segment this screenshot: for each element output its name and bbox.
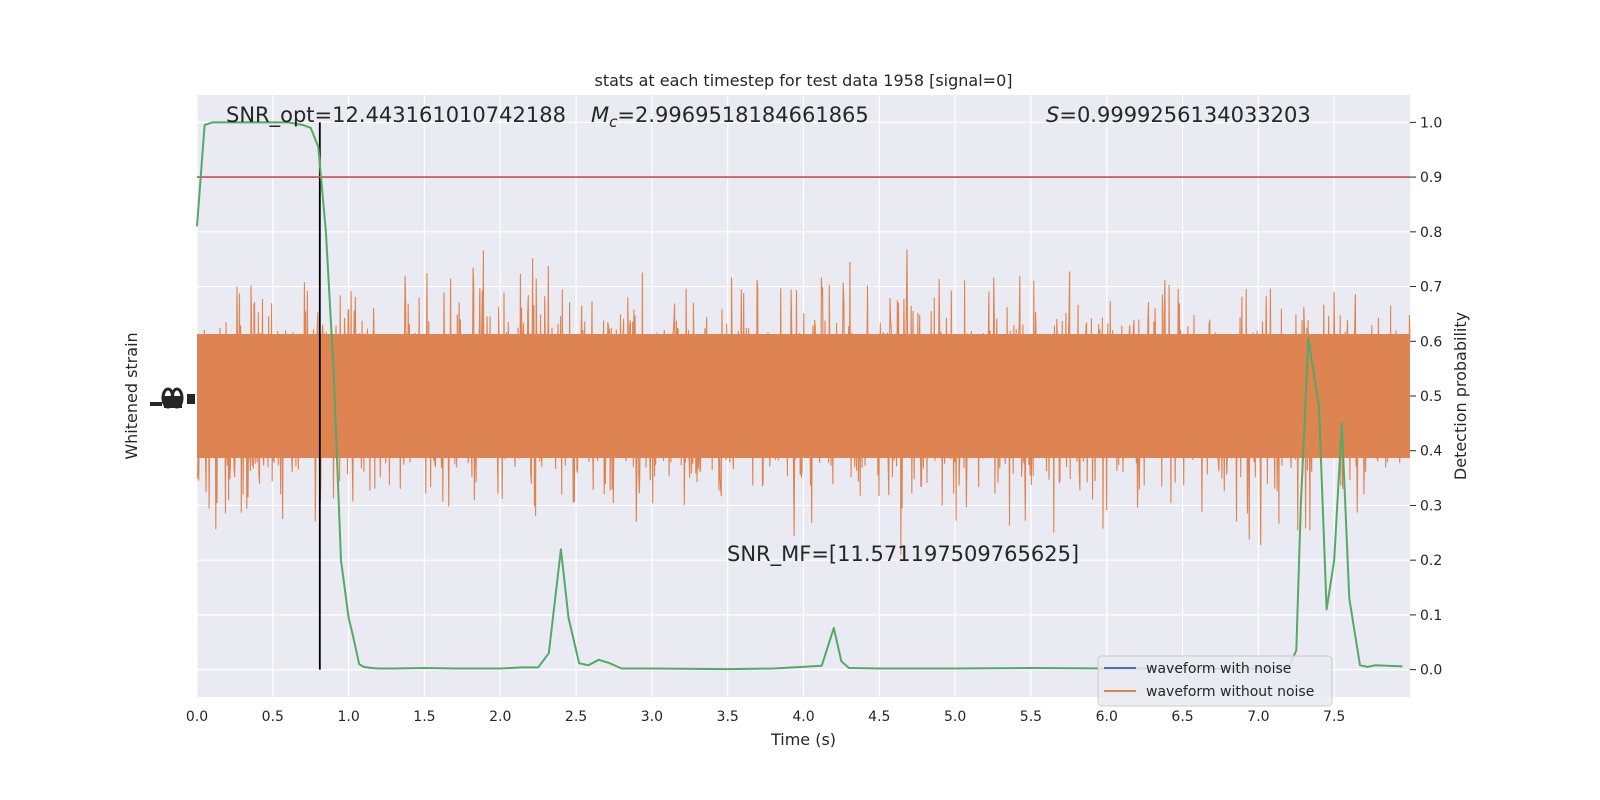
- left-tick-glyph: [164, 396, 182, 408]
- x-tick-label: 5.5: [1020, 709, 1042, 725]
- y-tick-label: 1.0: [1420, 115, 1442, 131]
- right-y-axis-ticks: 0.0 0.1 0.2 0.3 0.4 0.5 0.6 0.7 0.8 0.9 1.0: [1410, 115, 1442, 679]
- y-tick-label: 0.4: [1420, 444, 1442, 460]
- chirp-mass-value: =2.9969518184661865: [617, 103, 868, 127]
- x-tick-label: 0.0: [186, 709, 208, 725]
- y-tick-label: 0.1: [1420, 608, 1442, 624]
- x-tick-label: 7.5: [1323, 709, 1345, 725]
- y-tick-label: 0.8: [1420, 225, 1442, 241]
- x-tick-label: 2.5: [565, 709, 587, 725]
- s-symbol: S: [1046, 103, 1059, 127]
- s-annotation: S=0.9999256134033203: [1046, 103, 1311, 127]
- x-tick-label: 3.5: [717, 709, 739, 725]
- y-tick-label: 0.0: [1420, 663, 1442, 679]
- legend: waveform with noise waveform without noi…: [1097, 655, 1333, 707]
- x-tick-label: 1.5: [413, 709, 435, 725]
- y-tick-label: 0.7: [1420, 280, 1442, 296]
- x-tick-label: 7.0: [1247, 709, 1269, 725]
- right-y-axis-label: Detection probability: [1451, 312, 1470, 480]
- x-tick-label: 0.5: [262, 709, 284, 725]
- x-tick-label: 3.0: [641, 709, 663, 725]
- left-tick-mark: [187, 394, 195, 404]
- snr-opt-annotation: SNR_opt=12.443161010742188: [226, 103, 566, 128]
- legend-box: [1097, 655, 1333, 707]
- x-tick-label: 4.0: [792, 709, 814, 725]
- y-tick-label: 0.5: [1420, 389, 1442, 405]
- whitened-strain-trace: [196, 249, 1411, 555]
- legend-label-without-noise: waveform without noise: [1146, 684, 1314, 700]
- strain-dense-band: [197, 334, 1410, 458]
- y-tick-label: 0.6: [1420, 334, 1442, 350]
- chirp-mass-annotation: Mc=2.9969518184661865: [591, 103, 869, 131]
- chart-title: stats at each timestep for test data 195…: [594, 71, 1012, 90]
- left-y-axis-overlapping-ticks: [150, 387, 195, 409]
- x-axis-ticks: 0.0 0.5 1.0 1.5 2.0 2.5 3.0 3.5 4.0 4.5 5.0 5.5 6.0 6…: [186, 709, 1345, 725]
- x-axis-label: Time (s): [770, 730, 836, 749]
- y-tick-label: 0.2: [1420, 553, 1442, 569]
- x-tick-label: 6.0: [1096, 709, 1118, 725]
- x-tick-label: 6.5: [1171, 709, 1193, 725]
- left-y-axis-label: Whitened strain: [122, 332, 141, 459]
- snr-mf-annotation: SNR_MF=[11.571197509765625]: [727, 542, 1079, 567]
- detection-probability-line: [196, 121, 1403, 671]
- chirp-mass-symbol: M: [591, 103, 609, 127]
- x-tick-label: 5.0: [944, 709, 966, 725]
- left-tick-mark: [150, 402, 162, 406]
- x-tick-label: 4.5: [868, 709, 890, 725]
- legend-label-with-noise: waveform with noise: [1146, 661, 1291, 677]
- s-value: =0.9999256134033203: [1059, 103, 1310, 127]
- y-tick-label: 0.3: [1420, 498, 1442, 514]
- x-tick-label: 2.0: [489, 709, 511, 725]
- y-tick-label: 0.9: [1420, 170, 1442, 186]
- x-tick-label: 1.0: [337, 709, 359, 725]
- chirp-mass-subscript: c: [609, 113, 618, 131]
